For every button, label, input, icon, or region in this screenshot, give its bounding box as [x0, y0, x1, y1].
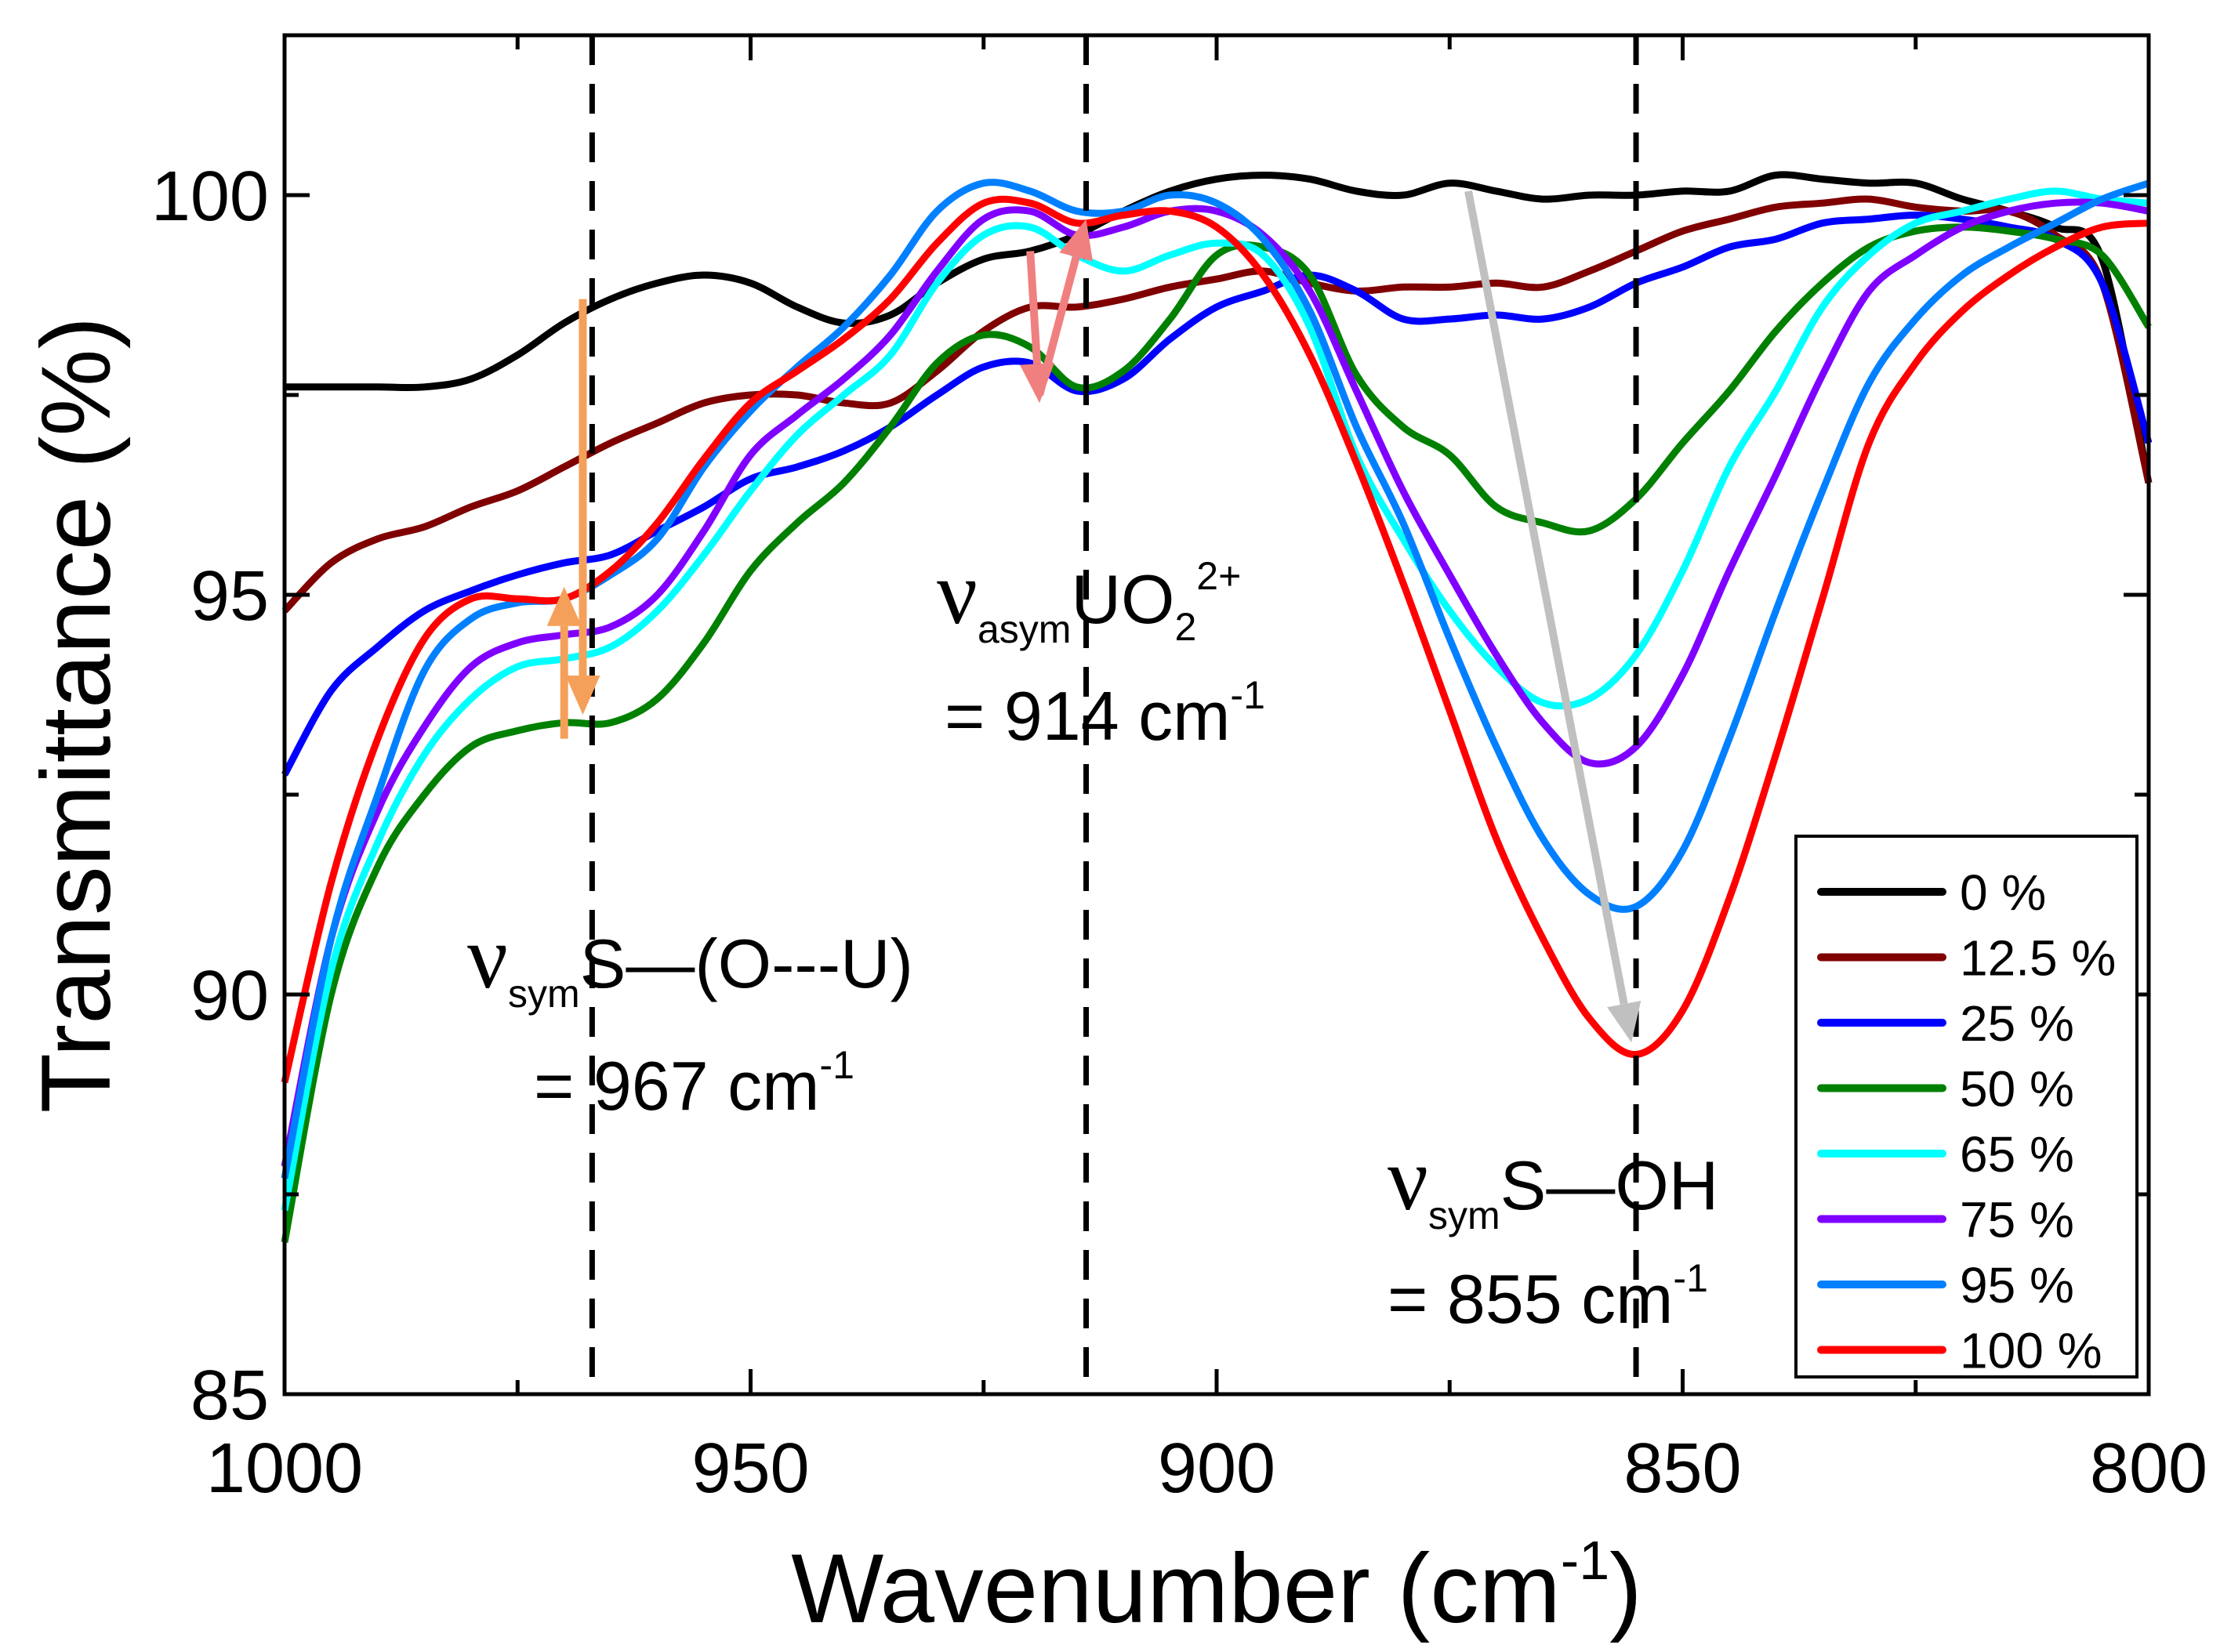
legend-label: 50 % [1960, 1061, 2074, 1118]
series-line-0 [285, 171, 2153, 484]
arrow-shaft [1026, 251, 1042, 364]
arrow-head [1607, 1000, 1642, 1043]
series-line-50 [281, 223, 2152, 1244]
series-line-65 [281, 187, 2149, 1212]
legend-label: 25 % [1960, 995, 2074, 1052]
arrow-head [546, 586, 582, 626]
arrow-shaft [1464, 190, 1628, 1005]
y-tick-label: 95 [190, 557, 269, 636]
reference-lines [589, 35, 1639, 1394]
arrow-shaft [1036, 255, 1080, 397]
axis-ticks: 1000 950 900 850 800 85 90 95 100 [151, 35, 2207, 1508]
x-axis-title: Wavenumber (cm-1) [791, 1530, 1642, 1643]
legend-label: 95 % [1960, 1257, 2074, 1313]
x-tick-label: 800 [2090, 1429, 2207, 1508]
legend: 0 % 12.5 % 25 % 50 % 65 % 75 % 95 % 100 % [1794, 835, 2138, 1379]
x-tick-label: 950 [691, 1429, 809, 1508]
legend-label: 75 % [1960, 1192, 2074, 1248]
x-tick-label: 850 [1623, 1429, 1741, 1508]
annotation-uo2-value: = 914 cm-1 [945, 673, 1265, 755]
y-tick-label: 100 [151, 158, 269, 236]
annotation-uo2: νasymUO22+ [937, 543, 1241, 651]
legend-label: 65 % [1960, 1126, 2074, 1183]
arrow-head [565, 676, 600, 715]
legend-label: 0 % [1960, 864, 2046, 921]
series-line-12.5 [281, 195, 2153, 614]
arrows-layer [546, 190, 1642, 1043]
arrow-head [1059, 219, 1094, 262]
annotation-s-oh: νsymS—OH [1388, 1129, 1718, 1237]
y-tick-label: 90 [190, 957, 269, 1035]
annotation-s-o-u: νsymS—(O---U) [467, 908, 913, 1016]
annotation-s-o-u-value: = 967 cm-1 [534, 1043, 854, 1125]
legend-label: 100 % [1960, 1323, 2102, 1379]
annotation-s-oh-value: = 855 cm-1 [1388, 1256, 1708, 1338]
y-tick-label: 85 [190, 1357, 269, 1435]
x-tick-label: 1000 [206, 1429, 363, 1508]
x-tick-label: 900 [1158, 1429, 1275, 1508]
series-line-75 [281, 198, 2149, 1168]
y-axis-title: Transmittance (%) [22, 317, 131, 1113]
legend-label: 12.5 % [1960, 930, 2116, 987]
